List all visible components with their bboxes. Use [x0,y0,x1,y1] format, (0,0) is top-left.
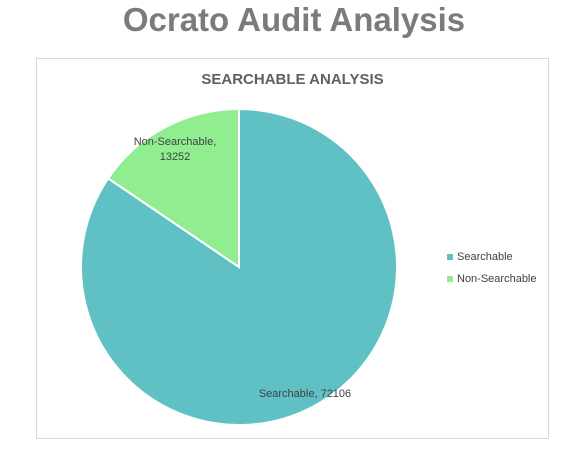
legend-label-searchable: Searchable [457,251,513,263]
chart-legend: Searchable Non-Searchable [447,246,537,290]
pie-data-labels: Searchable, 72106 Non-Searchable, 13252 [134,136,351,400]
pie-slices [80,107,398,426]
legend-swatch-non-searchable [447,276,453,282]
data-label-non-searchable-line-1: Non-Searchable, [134,136,217,148]
chart-title: SEARCHABLE ANALYSIS [201,71,384,88]
data-label-searchable: Searchable, 72106 [259,388,351,400]
legend-item-non-searchable: Non-Searchable [447,268,537,290]
legend-label-non-searchable: Non-Searchable [457,273,537,285]
page-title: Ocrato Audit Analysis [122,1,466,38]
pie-slice-non-searchable [106,107,240,269]
data-label-non-searchable-line-2: 13252 [160,151,191,163]
legend-swatch-searchable [447,254,453,260]
legend-item-searchable: Searchable [447,246,537,268]
